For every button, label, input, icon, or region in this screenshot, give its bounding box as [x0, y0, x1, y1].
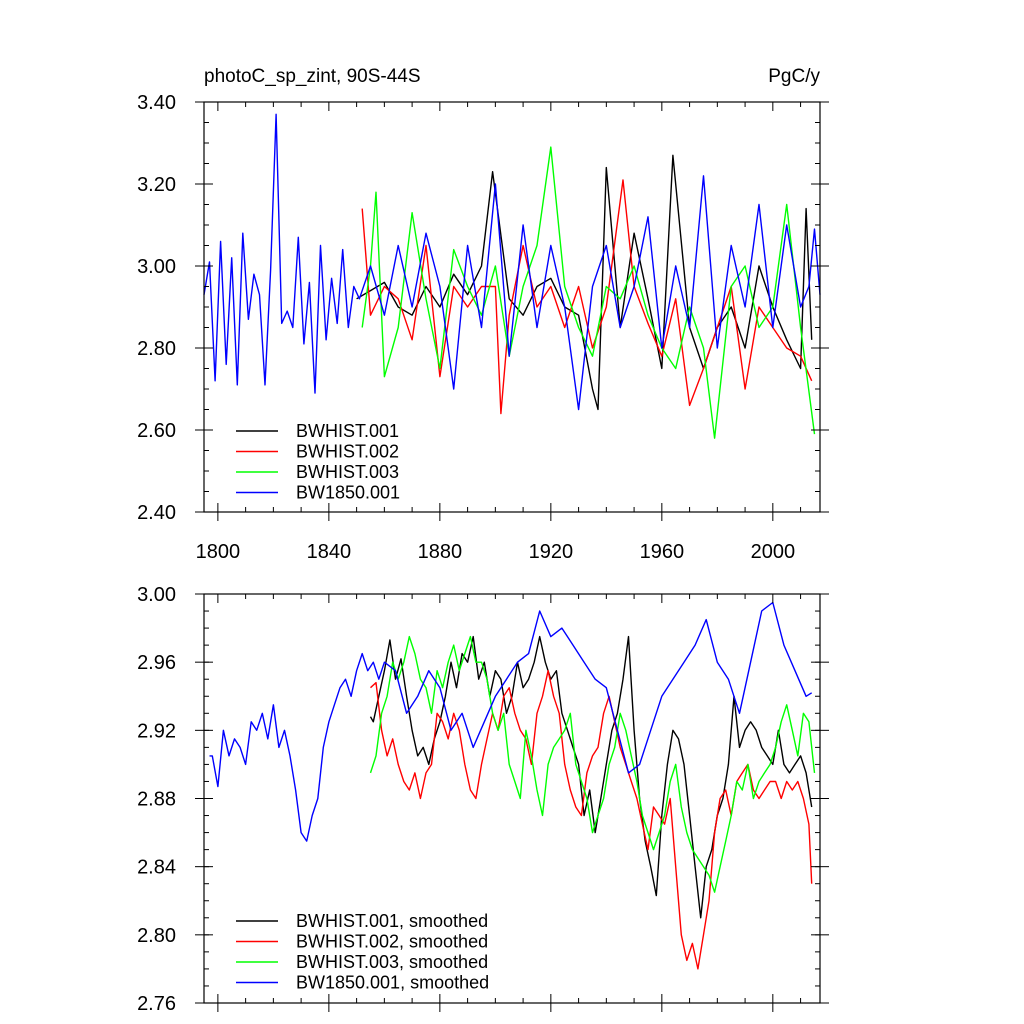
y-tick-label: 3.00: [137, 256, 176, 278]
y-tick-label: 2.96: [137, 652, 176, 674]
units-label: PgC/y: [768, 66, 820, 87]
x-tick-label: 1880: [418, 541, 463, 563]
series-line-1: [356, 154, 813, 411]
top-panel: photoC_sp_zint, 90S-44S PgC/y 1800 1840 18…: [137, 66, 829, 563]
series-line-1: [369, 635, 813, 919]
y-tick-label: 2.80: [137, 338, 176, 360]
legend-label: BW1850.001, smoothed: [296, 973, 489, 993]
legend-label: BWHIST.002, smoothed: [296, 932, 488, 952]
y-tick-label: 3.00: [137, 584, 176, 606]
legend-label: BWHIST.001, smoothed: [296, 911, 488, 931]
legend-label: BWHIST.003: [296, 462, 399, 482]
y-tick-label: 2.80: [137, 925, 176, 947]
legend-label: BWHIST.002: [296, 442, 399, 462]
chart-title: photoC_sp_zint, 90S-44S: [204, 66, 421, 87]
series-line-3: [361, 146, 816, 439]
x-tick-label: 1800: [196, 541, 241, 563]
y-tick-label: 2.84: [137, 857, 176, 879]
y-tick-label: 3.40: [137, 92, 176, 114]
y-tick-label: 2.92: [137, 720, 176, 742]
x-tick-label: 1840: [307, 541, 352, 563]
x-tick-label: 1960: [640, 541, 685, 563]
series-line-2: [370, 670, 813, 970]
series-line-4: [203, 113, 821, 411]
series-line-3: [369, 635, 816, 893]
y-tick-label: 3.20: [137, 174, 176, 196]
legend-label: BWHIST.001: [296, 421, 399, 441]
legend-label: BW1850.001: [296, 483, 400, 503]
x-tick-label: 2000: [751, 541, 796, 563]
y-tick-label: 2.40: [137, 502, 176, 524]
bottom-panel: 2.76 2.80 2.84 2.88 2.92 2.96 3.00 BWHIST.001,…: [137, 584, 829, 1015]
y-tick-label: 2.76: [137, 993, 176, 1015]
y-tick-label: 2.88: [137, 789, 176, 811]
y-tick-label: 2.60: [137, 420, 176, 442]
legend-label: BWHIST.003, smoothed: [296, 952, 488, 972]
x-tick-label: 1920: [529, 541, 574, 563]
series-line-2: [361, 179, 813, 415]
series-line-4: [209, 601, 813, 842]
